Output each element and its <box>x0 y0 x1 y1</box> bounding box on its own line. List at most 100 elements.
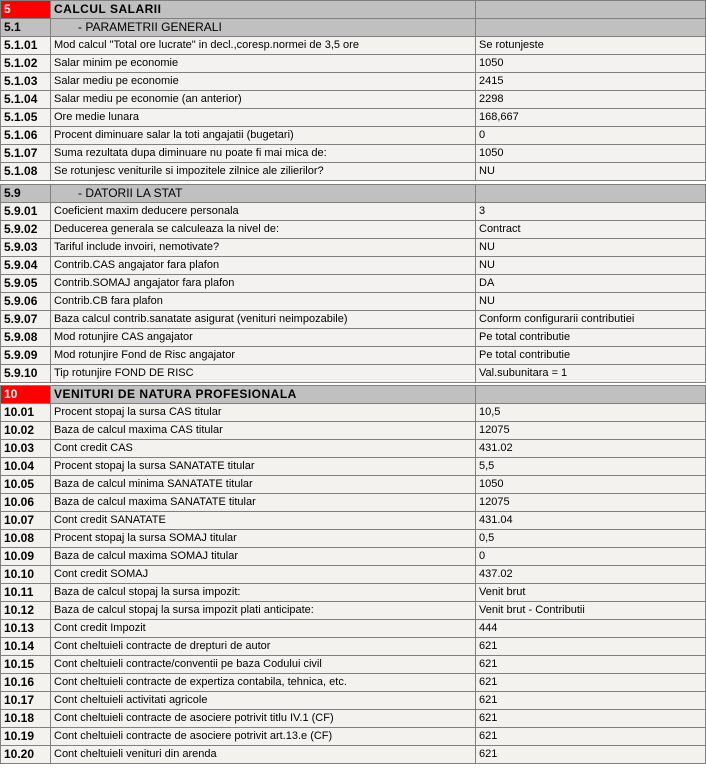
setting-row[interactable]: 10.06 Baza de calcul maxima SANATATE titu… <box>0 494 706 512</box>
setting-value[interactable]: 431.02 <box>475 440 706 457</box>
setting-code: 10.20 <box>0 746 50 763</box>
setting-row[interactable]: 10.18 Cont cheltuieli contracte de asocie… <box>0 710 706 728</box>
setting-row[interactable]: 5.9.09 Mod rotunjire Fond de Risc angajat… <box>0 347 706 365</box>
setting-value[interactable]: 10,5 <box>475 404 706 421</box>
setting-value[interactable]: 1050 <box>475 476 706 493</box>
setting-value[interactable]: 0 <box>475 548 706 565</box>
setting-row[interactable]: 10.16 Cont cheltuieli contracte de expert… <box>0 674 706 692</box>
setting-value[interactable]: 621 <box>475 746 706 763</box>
setting-value[interactable]: 431.04 <box>475 512 706 529</box>
setting-value[interactable]: 621 <box>475 674 706 691</box>
setting-row[interactable]: 5.1.08 Se rotunjesc veniturile si impozit… <box>0 163 706 181</box>
setting-row[interactable]: 5.1.07 Suma rezultata dupa diminuare nu p… <box>0 145 706 163</box>
setting-value[interactable]: 2415 <box>475 73 706 90</box>
setting-row[interactable]: 10.07 Cont credit SANATATE 431.04 <box>0 512 706 530</box>
setting-label: Baza calcul contrib.sanatate asigurat (v… <box>50 311 475 328</box>
setting-label: Cont credit Impozit <box>50 620 475 637</box>
setting-value[interactable]: 621 <box>475 710 706 727</box>
subsection-header-row: 5.9- DATORII LA STAT <box>0 185 706 203</box>
setting-value[interactable]: Val.subunitara = 1 <box>475 365 706 382</box>
setting-value[interactable]: 12075 <box>475 494 706 511</box>
setting-row[interactable]: 5.1.04 Salar mediu pe economie (an anteri… <box>0 91 706 109</box>
setting-row[interactable]: 10.01 Procent stopaj la sursa CAS titular… <box>0 404 706 422</box>
setting-value[interactable]: 168,667 <box>475 109 706 126</box>
setting-value[interactable]: DA <box>475 275 706 292</box>
setting-value[interactable]: 621 <box>475 692 706 709</box>
setting-row[interactable]: 5.1.03 Salar mediu pe economie 2415 <box>0 73 706 91</box>
setting-value[interactable]: 3 <box>475 203 706 220</box>
setting-row[interactable]: 10.02 Baza de calcul maxima CAS titular 12… <box>0 422 706 440</box>
setting-code: 10.16 <box>0 674 50 691</box>
setting-row[interactable]: 5.1.02 Salar minim pe economie 1050 <box>0 55 706 73</box>
setting-value[interactable]: NU <box>475 239 706 256</box>
setting-label: Cont cheltuieli activitati agricole <box>50 692 475 709</box>
setting-row[interactable]: 5.9.10 Tip rotunjire FOND DE RISC Val.subu… <box>0 365 706 383</box>
setting-value[interactable]: Contract <box>475 221 706 238</box>
setting-row[interactable]: 5.9.07 Baza calcul contrib.sanatate asigu… <box>0 311 706 329</box>
setting-row[interactable]: 10.14 Cont cheltuieli contracte de dreptu… <box>0 638 706 656</box>
setting-code: 5.1 <box>0 19 50 36</box>
setting-value[interactable]: Se rotunjeste <box>475 37 706 54</box>
setting-value[interactable]: 621 <box>475 638 706 655</box>
setting-row[interactable]: 5.1.05 Ore medie lunara 168,667 <box>0 109 706 127</box>
setting-code: 5.1.07 <box>0 145 50 162</box>
setting-value[interactable]: NU <box>475 257 706 274</box>
setting-value[interactable]: NU <box>475 163 706 180</box>
setting-value[interactable]: Pe total contributie <box>475 347 706 364</box>
setting-row[interactable]: 10.05 Baza de calcul minima SANATATE titu… <box>0 476 706 494</box>
setting-row[interactable]: 10.17 Cont cheltuieli activitati agricole… <box>0 692 706 710</box>
setting-row[interactable]: 10.12 Baza de calcul stopaj la sursa impo… <box>0 602 706 620</box>
setting-label: Baza de calcul minima SANATATE titular <box>50 476 475 493</box>
setting-row[interactable]: 10.20 Cont cheltuieli venituri din arenda… <box>0 746 706 764</box>
setting-row[interactable]: 10.09 Baza de calcul maxima SOMAJ titular… <box>0 548 706 566</box>
setting-row[interactable]: 5.9.05 Contrib.SOMAJ angajator fara plafo… <box>0 275 706 293</box>
setting-row[interactable]: 10.04 Procent stopaj la sursa SANATATE ti… <box>0 458 706 476</box>
setting-value[interactable]: Venit brut - Contributii <box>475 602 706 619</box>
setting-row[interactable]: 10.19 Cont cheltuieli contracte de asocie… <box>0 728 706 746</box>
setting-row[interactable]: 10.08 Procent stopaj la sursa SOMAJ titul… <box>0 530 706 548</box>
setting-row[interactable]: 5.1.01 Mod calcul "Total ore lucrate" in … <box>0 37 706 55</box>
setting-value <box>475 1 706 18</box>
setting-value[interactable]: 0 <box>475 127 706 144</box>
setting-code: 10.17 <box>0 692 50 709</box>
setting-label: Contrib.SOMAJ angajator fara plafon <box>50 275 475 292</box>
setting-value[interactable]: Venit brut <box>475 584 706 601</box>
setting-value[interactable]: NU <box>475 293 706 310</box>
setting-value[interactable]: 0,5 <box>475 530 706 547</box>
setting-row[interactable]: 5.9.04 Contrib.CAS angajator fara plafon N… <box>0 257 706 275</box>
setting-row[interactable]: 10.13 Cont credit Impozit 444 <box>0 620 706 638</box>
setting-label: Procent stopaj la sursa SANATATE titular <box>50 458 475 475</box>
setting-value[interactable]: 621 <box>475 728 706 745</box>
setting-code: 10.10 <box>0 566 50 583</box>
setting-code: 10.05 <box>0 476 50 493</box>
setting-value[interactable]: Conform configurarii contributiei <box>475 311 706 328</box>
setting-value[interactable]: 437.02 <box>475 566 706 583</box>
setting-row[interactable]: 10.15 Cont cheltuieli contracte/conventii… <box>0 656 706 674</box>
setting-code: 10.14 <box>0 638 50 655</box>
setting-row[interactable]: 10.03 Cont credit CAS 431.02 <box>0 440 706 458</box>
settings-group: 10 VENITURI DE NATURA PROFESIONALA 10.01 Pr… <box>0 385 706 764</box>
setting-value[interactable]: 444 <box>475 620 706 637</box>
setting-value[interactable]: Pe total contributie <box>475 329 706 346</box>
setting-code: 10.15 <box>0 656 50 673</box>
setting-row[interactable]: 5.9.06 Contrib.CB fara plafon NU <box>0 293 706 311</box>
setting-row[interactable]: 10.10 Cont credit SOMAJ 437.02 <box>0 566 706 584</box>
setting-row[interactable]: 10.11 Baza de calcul stopaj la sursa impo… <box>0 584 706 602</box>
setting-row[interactable]: 5.9.01 Coeficient maxim deducere personal… <box>0 203 706 221</box>
setting-label: - PARAMETRII GENERALI <box>50 19 475 36</box>
setting-value[interactable]: 12075 <box>475 422 706 439</box>
setting-label: Cont cheltuieli contracte de asociere po… <box>50 728 475 745</box>
settings-group: 5.9- DATORII LA STAT 5.9.01 Coeficient max… <box>0 184 706 383</box>
setting-value[interactable]: 5,5 <box>475 458 706 475</box>
setting-value[interactable]: 1050 <box>475 55 706 72</box>
setting-row[interactable]: 5.9.03 Tariful include invoiri, nemotivat… <box>0 239 706 257</box>
setting-label: Cont credit SANATATE <box>50 512 475 529</box>
setting-row[interactable]: 5.1.06 Procent diminuare salar la toti an… <box>0 127 706 145</box>
setting-value[interactable]: 2298 <box>475 91 706 108</box>
setting-label: Cont cheltuieli contracte de drepturi de… <box>50 638 475 655</box>
setting-value[interactable]: 621 <box>475 656 706 673</box>
setting-row[interactable]: 5.9.02 Deducerea generala se calculeaza l… <box>0 221 706 239</box>
setting-value[interactable]: 1050 <box>475 145 706 162</box>
setting-label: Procent diminuare salar la toti angajati… <box>50 127 475 144</box>
setting-row[interactable]: 5.9.08 Mod rotunjire CAS angajator Pe tota… <box>0 329 706 347</box>
